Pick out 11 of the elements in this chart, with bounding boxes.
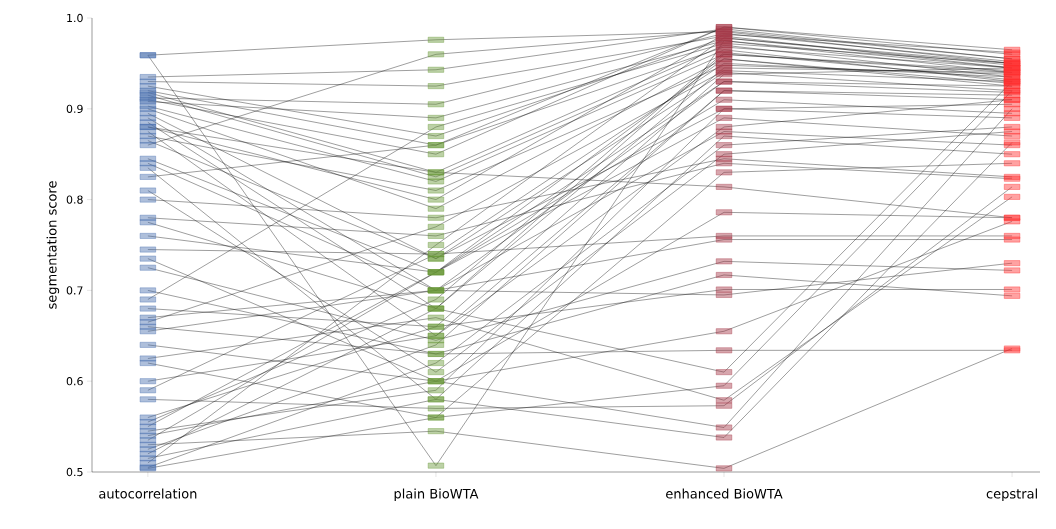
y-tick-label: 0.8 [66,195,83,204]
y-tick-label: 0.9 [66,104,83,113]
x-tick-label: enhanced BioWTA [666,488,783,499]
y-tick-label: 1.0 [67,13,83,23]
x-tick-label: plain BioWTA [394,488,479,502]
y-axis-title: segmentation score [46,181,60,309]
x-tick-label: cepstral [986,488,1037,502]
x-tick-label: autocorrelation [99,488,197,499]
y-tick-label: 0.5 [66,467,83,477]
y-tick-label: 0.7 [66,286,83,295]
y-tick-label: 0.6 [66,377,83,386]
